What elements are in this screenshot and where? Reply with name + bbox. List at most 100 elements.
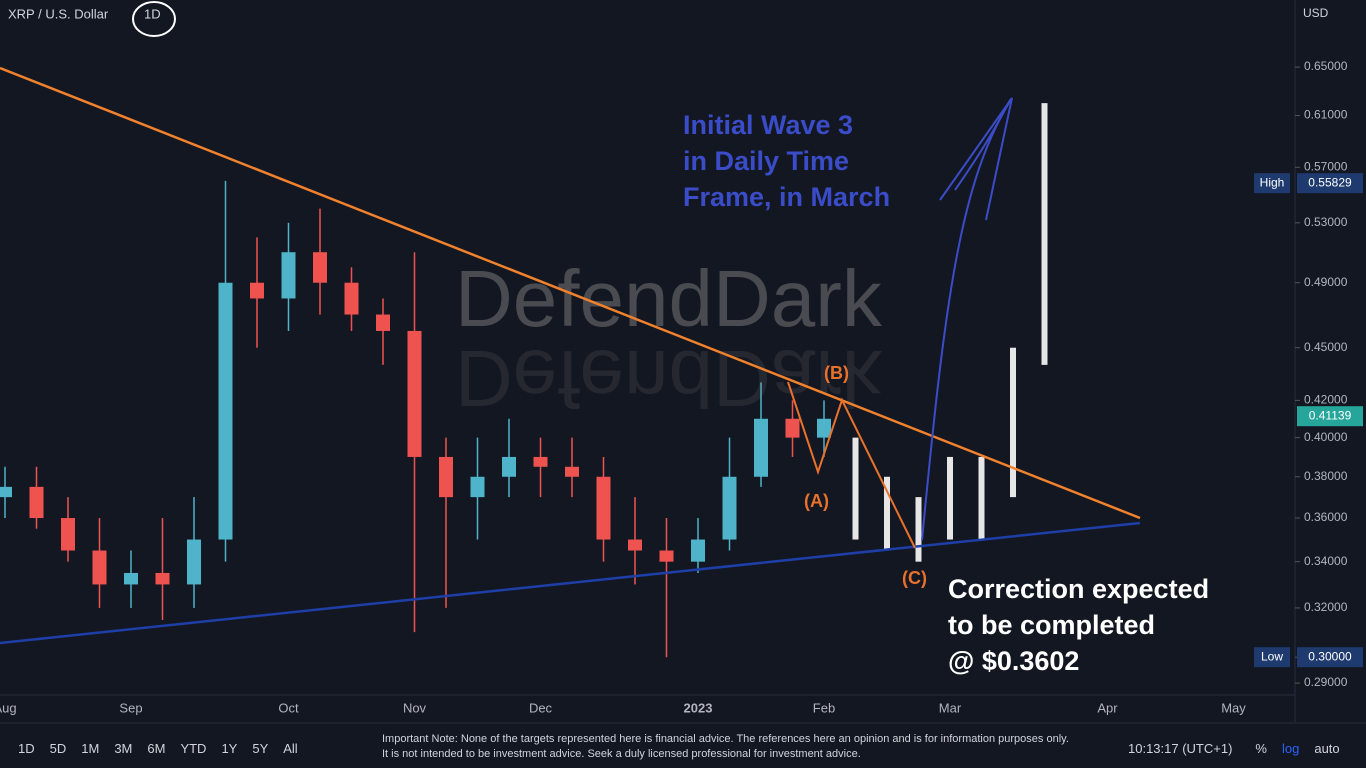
candle-body xyxy=(281,252,296,299)
wave-label: (C) xyxy=(902,568,927,588)
range-button[interactable]: 5Y xyxy=(252,740,269,756)
candle-body xyxy=(313,252,327,283)
range-button[interactable]: 1Y xyxy=(221,740,238,756)
percent-toggle[interactable]: % xyxy=(1255,740,1267,756)
projection-bar xyxy=(1041,103,1048,365)
range-button[interactable]: 1D xyxy=(18,740,35,756)
candle-body xyxy=(659,550,674,562)
currency-label[interactable]: USD xyxy=(1303,6,1329,20)
y-tick-label: 0.34000 xyxy=(1304,554,1348,568)
range-button[interactable]: 6M xyxy=(147,740,166,756)
range-bar: 1D 5D 1M 3M 6M YTD 1Y 5Y All xyxy=(10,728,305,768)
low-marker-label-box xyxy=(1254,647,1290,668)
projection-bar xyxy=(947,456,953,540)
low-marker-box xyxy=(1297,647,1363,668)
candle-body xyxy=(628,539,642,551)
high-marker-box xyxy=(1297,173,1363,194)
range-button[interactable]: 5D xyxy=(49,740,67,756)
abc-wave-path xyxy=(787,381,916,549)
range-button[interactable]: All xyxy=(283,740,298,756)
x-tick-label: Mar xyxy=(939,700,962,715)
annotation-line: Correction expected xyxy=(948,574,1209,604)
candle-body xyxy=(407,330,422,457)
high-marker-value: 0.55829 xyxy=(1308,175,1352,189)
x-tick-label: Oct xyxy=(278,700,299,715)
annotation-line: in Daily Time xyxy=(683,146,849,176)
wave-arrow-head xyxy=(939,97,1013,221)
candle-body xyxy=(691,539,705,562)
wave-label: (A) xyxy=(804,491,829,511)
y-tick-label: 0.38000 xyxy=(1304,469,1348,483)
y-tick-label: 0.32000 xyxy=(1304,600,1348,614)
support-trendline xyxy=(0,521,1141,645)
annotation-line: Initial Wave 3 xyxy=(683,110,853,140)
projection-bar xyxy=(1010,347,1016,498)
high-marker-label-box xyxy=(1254,173,1290,194)
status-bar: 10:13:17 (UTC+1) % log auto xyxy=(1120,728,1347,768)
y-tick-label: 0.36000 xyxy=(1304,510,1348,524)
candle-body xyxy=(722,476,737,540)
y-tick-label: 0.49000 xyxy=(1304,275,1348,289)
candle-body xyxy=(0,486,12,498)
high-marker-label: High xyxy=(1260,175,1285,189)
wave3-annotation: Initial Wave 3 in Daily Time Frame, in M… xyxy=(683,110,890,212)
x-tick-label: Aug xyxy=(0,700,17,715)
x-tick-label: Apr xyxy=(1097,700,1118,715)
log-toggle[interactable]: log xyxy=(1281,740,1300,756)
projection-bar xyxy=(978,456,985,540)
symbol-title: XRP / U.S. Dollar xyxy=(8,6,109,21)
candle-body xyxy=(250,282,264,299)
resistance-trendline xyxy=(0,66,1141,520)
projection-bar xyxy=(915,497,922,562)
candle-body xyxy=(344,282,359,315)
wave-arrow xyxy=(921,97,1013,541)
clock: 10:13:17 (UTC+1) xyxy=(1128,740,1233,756)
y-tick-label: 0.57000 xyxy=(1304,159,1348,173)
candle-body xyxy=(155,572,170,585)
watermark-reflection: DefendDark xyxy=(455,334,883,423)
candle-body xyxy=(754,418,768,477)
auto-toggle[interactable]: auto xyxy=(1314,740,1340,756)
candle-body xyxy=(817,418,831,438)
candle-body xyxy=(439,456,453,498)
correction-annotation: Correction expected to be completed @ $0… xyxy=(948,574,1209,676)
candle-body xyxy=(61,518,75,551)
low-marker-label: Low xyxy=(1261,649,1283,663)
range-button[interactable]: 3M xyxy=(114,740,133,756)
candle-body xyxy=(218,282,233,540)
disclaimer: Important Note: None of the targets repr… xyxy=(382,733,1069,760)
x-tick-label: Feb xyxy=(813,700,835,715)
candle-body xyxy=(187,539,201,585)
price-axis: 0.65000 0.61000 0.57000 0.53000 0.49000 0.450… xyxy=(1254,59,1363,689)
plot-area xyxy=(0,103,1048,658)
y-tick-label: 0.29000 xyxy=(1304,675,1348,689)
x-tick-label: 2023 xyxy=(684,700,713,715)
y-tick-label: 0.42000 xyxy=(1304,393,1348,407)
candle-body xyxy=(596,476,611,540)
y-tick-label: 0.53000 xyxy=(1304,215,1348,229)
range-button[interactable]: YTD xyxy=(180,740,207,756)
candle-body xyxy=(785,418,800,438)
x-tick-label: Nov xyxy=(403,700,427,715)
candle-body xyxy=(470,476,485,498)
candle-body xyxy=(124,572,138,585)
candle-body xyxy=(29,486,44,519)
annotation-line: @ $0.3602 xyxy=(948,646,1079,676)
candle-body xyxy=(502,456,516,477)
candle-body xyxy=(533,456,548,467)
watermark-text: DefendDark xyxy=(455,254,883,343)
range-button[interactable]: 1M xyxy=(81,740,100,756)
symbol-interval: 1D xyxy=(144,6,161,21)
interval-highlight xyxy=(132,1,176,37)
y-tick-label: 0.45000 xyxy=(1304,340,1348,354)
candle-body xyxy=(92,550,107,585)
watermark: DefendDark DefendDark xyxy=(455,254,883,423)
x-tick-label: May xyxy=(1221,700,1246,715)
y-tick-label: 0.40000 xyxy=(1304,430,1348,444)
x-tick-label: Sep xyxy=(119,700,142,715)
wave-label: (B) xyxy=(824,363,849,383)
current-marker-value: 0.41139 xyxy=(1309,408,1352,422)
annotation-line: to be completed xyxy=(948,610,1155,640)
